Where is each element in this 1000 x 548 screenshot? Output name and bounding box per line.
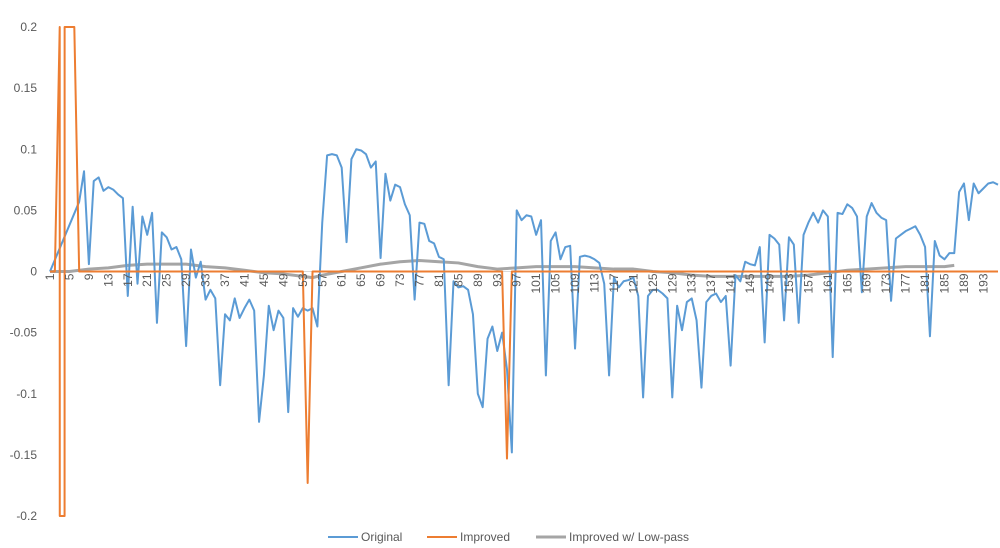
x-tick-label: 41 [237, 273, 251, 287]
y-tick-label: -0.2 [16, 509, 37, 523]
x-tick-label: 105 [549, 273, 563, 293]
x-tick-label: 49 [276, 273, 290, 287]
x-tick-label: 17 [121, 273, 135, 287]
y-tick-label: 0.1 [20, 142, 37, 156]
x-tick-label: 13 [101, 273, 115, 287]
x-axis-tick-labels: 1 5 9 13 17 21 25 29 33 37 41 45 49 53 57 61 65 69 73 77 81 8… [43, 273, 990, 293]
x-tick-label: 153 [782, 273, 796, 293]
series-layer [49, 26, 999, 517]
x-tick-label: 173 [879, 273, 893, 293]
x-tick-label: 145 [743, 273, 757, 293]
y-tick-label: -0.15 [10, 448, 38, 462]
x-tick-label: 161 [821, 273, 835, 293]
legend-label-improved: Improved [460, 530, 510, 544]
x-tick-label: 149 [763, 273, 777, 293]
x-tick-label: 65 [354, 273, 368, 287]
series-line-improved-w-low-pass [50, 259, 955, 280]
x-tick-label: 121 [626, 273, 640, 293]
x-tick-label: 177 [899, 273, 913, 293]
y-tick-label: -0.1 [16, 387, 37, 401]
x-tick-label: 1 [43, 273, 57, 280]
x-tick-label: 5 [62, 273, 76, 280]
x-tick-label: 73 [393, 273, 407, 287]
x-tick-label: 85 [451, 273, 465, 287]
x-tick-label: 93 [490, 273, 504, 287]
x-tick-label: 33 [199, 273, 213, 287]
x-tick-label: 129 [665, 273, 679, 293]
x-tick-label: 21 [140, 273, 154, 287]
x-tick-label: 169 [860, 273, 874, 293]
x-tick-label: 165 [840, 273, 854, 293]
x-tick-label: 113 [587, 273, 601, 292]
x-tick-label: 53 [296, 273, 310, 287]
x-tick-label: 137 [704, 273, 718, 293]
x-tick-label: 189 [957, 273, 971, 293]
x-tick-label: 117 [607, 273, 621, 292]
x-tick-label: 141 [724, 273, 738, 293]
x-tick-label: 77 [412, 273, 426, 287]
x-tick-label: 125 [646, 273, 660, 293]
x-tick-label: 81 [432, 273, 446, 287]
x-tick-label: 193 [976, 273, 990, 293]
x-tick-label: 97 [510, 273, 524, 287]
x-tick-label: 89 [471, 273, 485, 287]
y-axis-tick-labels: 0.2 0.15 0.1 0.05 0 -0.05 -0.1 -0.15 -0.2 [10, 20, 38, 523]
y-tick-label: 0.15 [14, 81, 38, 95]
x-tick-label: 29 [179, 273, 193, 287]
y-tick-label: 0.05 [14, 203, 38, 217]
x-tick-label: 61 [335, 273, 349, 287]
x-tick-label: 45 [257, 273, 271, 287]
x-tick-label: 69 [374, 273, 388, 287]
series-line-original [49, 148, 999, 454]
x-tick-label: 157 [801, 273, 815, 293]
x-tick-label: 57 [315, 273, 329, 287]
y-tick-label: 0 [30, 265, 37, 279]
x-tick-label: 181 [918, 273, 932, 293]
x-tick-label: 37 [218, 273, 232, 287]
legend: Original Improved Improved w/ Low-pass [328, 530, 689, 544]
x-tick-label: 25 [160, 273, 174, 287]
x-tick-label: 109 [568, 273, 582, 293]
x-tick-label: 185 [938, 273, 952, 293]
x-tick-label: 101 [529, 273, 543, 293]
legend-label-improved-w-low-pass: Improved w/ Low-pass [569, 530, 689, 544]
series-line-improved [50, 26, 998, 517]
x-tick-label: 133 [685, 273, 699, 293]
y-tick-label: -0.05 [10, 326, 38, 340]
y-tick-label: 0.2 [20, 20, 37, 34]
x-tick-label: 9 [82, 273, 96, 280]
legend-label-original: Original [361, 530, 402, 544]
